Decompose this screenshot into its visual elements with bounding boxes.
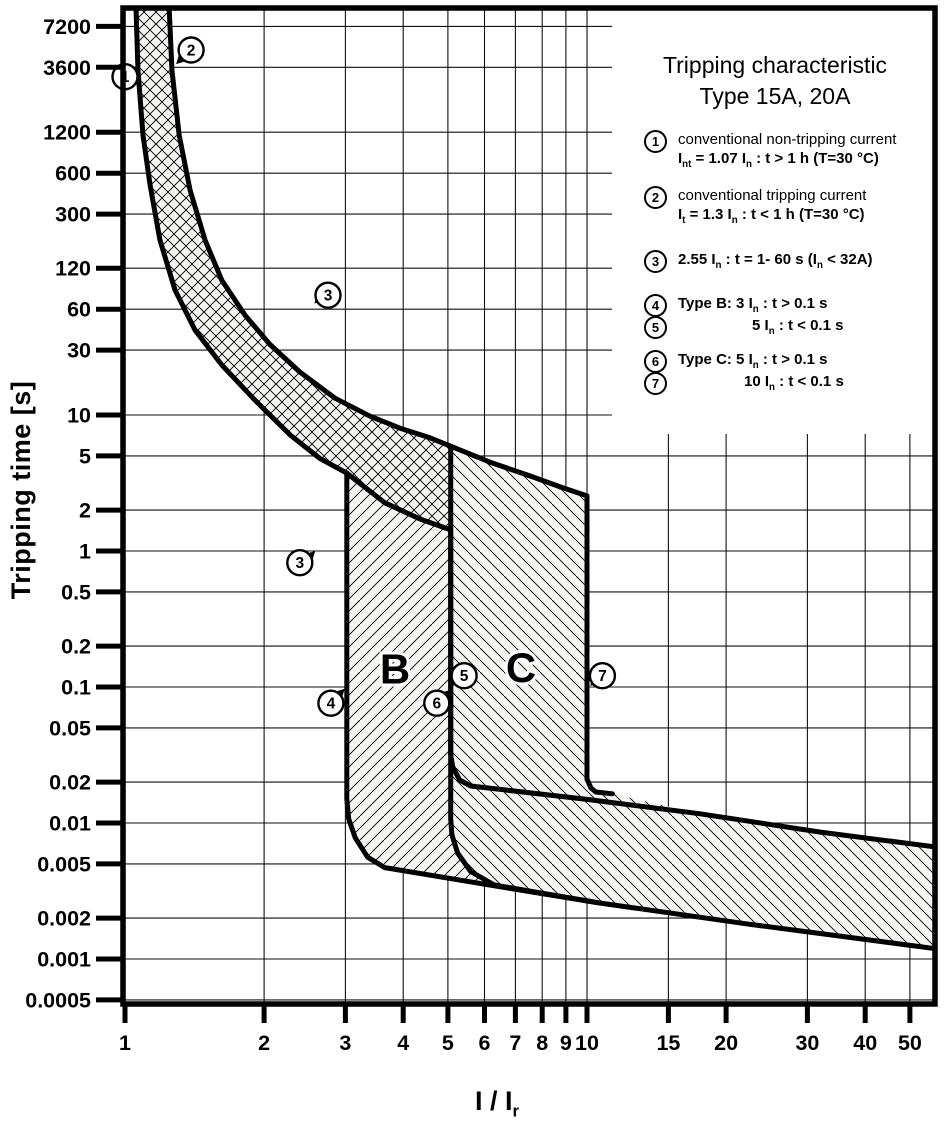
y-tick-label: 5 bbox=[79, 444, 91, 468]
y-tick-label: 0.1 bbox=[61, 676, 91, 700]
legend-item-7: 7 10 In : t < 0.1 s bbox=[644, 372, 844, 397]
y-tick-label: 0.05 bbox=[49, 716, 91, 740]
marker-number: 6 bbox=[432, 696, 441, 713]
y-tick-label: 1 bbox=[79, 540, 91, 564]
y-tick-label: 30 bbox=[67, 339, 91, 363]
x-tick-label: 1 bbox=[119, 1031, 131, 1055]
legend-number-badge: 2 bbox=[644, 186, 667, 209]
y-tick-label: 0.005 bbox=[37, 852, 91, 876]
legend-number-badge: 6 bbox=[644, 350, 667, 373]
x-axis-title: I / Ir bbox=[474, 1086, 520, 1121]
x-tick-label: 40 bbox=[853, 1031, 877, 1055]
axis-tick-labels: 7200360012006003001206030105210.50.20.10… bbox=[25, 15, 922, 1055]
zone-label-C: C bbox=[506, 644, 536, 691]
x-tick-label: 10 bbox=[575, 1031, 599, 1055]
chart-title-line1: Tripping characteristic bbox=[662, 52, 888, 78]
y-tick-label: 0.01 bbox=[49, 812, 91, 836]
marker-circle bbox=[286, 549, 314, 577]
chart-title-line2: Type 15A, 20A bbox=[699, 83, 851, 109]
marker-circle bbox=[314, 281, 342, 309]
y-tick-label: 0.5 bbox=[61, 580, 91, 604]
legend-item-4: 4 Type B: 3 In : t > 0.1 s bbox=[644, 294, 828, 319]
marker-circle bbox=[588, 662, 617, 690]
marker-number: 5 bbox=[460, 668, 469, 685]
marker-circle bbox=[177, 36, 205, 64]
axis-ticks bbox=[96, 23, 913, 1023]
x-tick-label: 9 bbox=[560, 1031, 572, 1055]
y-tick-label: 10 bbox=[67, 404, 91, 428]
legend-item-text: conventional tripping current It = 1.3 In… bbox=[678, 187, 867, 226]
y-tick-label: 120 bbox=[55, 257, 91, 281]
y-tick-label: 0.2 bbox=[61, 635, 91, 659]
y-tick-label: 300 bbox=[55, 203, 91, 227]
x-tick-label: 20 bbox=[714, 1031, 738, 1055]
legend-number-badge: 1 bbox=[644, 130, 667, 153]
y-tick-label: 2 bbox=[79, 499, 91, 523]
legend-item-text: 2.55 In : t = 1- 60 s (In < 32A) bbox=[678, 251, 873, 271]
curve-conventional-non-tripping-limit-1.07In bbox=[133, 8, 454, 533]
curve-type-B-lower-boundary-3In bbox=[344, 470, 935, 952]
marker-circle bbox=[317, 689, 345, 717]
x-tick-label: 2 bbox=[258, 1031, 270, 1055]
region-type-C-band bbox=[450, 446, 935, 949]
curve-type-C-lower-boundary-5In bbox=[448, 443, 603, 906]
curve-conventional-tripping-limit-1.3In-and-10In-drop bbox=[166, 8, 615, 797]
legend-item-text: 5 In : t < 0.1 s bbox=[752, 317, 844, 337]
x-tick-label: 5 bbox=[442, 1031, 454, 1055]
marker-number: 3 bbox=[324, 288, 333, 305]
marker-circle bbox=[450, 662, 478, 690]
marker-circle bbox=[423, 689, 451, 717]
legend-item-1: 1 conventional non-tripping current Int = … bbox=[644, 130, 896, 174]
legend-item-6: 6 Type C: 5 In : t > 0.1 s bbox=[644, 350, 828, 375]
legend-item-3: 3 2.55 In : t = 1- 60 s (In < 32A) bbox=[644, 250, 873, 275]
marker-number: 2 bbox=[187, 42, 196, 59]
legend-number-badge: 3 bbox=[644, 250, 667, 273]
y-tick-label: 600 bbox=[55, 162, 91, 186]
y-tick-label: 0.02 bbox=[49, 771, 91, 795]
x-tick-label: 4 bbox=[397, 1031, 409, 1055]
x-tick-label: 7 bbox=[509, 1031, 521, 1055]
y-tick-label: 1200 bbox=[43, 121, 91, 145]
region-thermal-band bbox=[136, 8, 451, 530]
legend-item-2: 2 conventional tripping current It = 1.3 I… bbox=[644, 186, 866, 230]
legend-item-text: Type C: 5 In : t > 0.1 s bbox=[678, 351, 828, 371]
zone-label-B: B bbox=[380, 646, 410, 693]
y-tick-label: 0.0005 bbox=[25, 988, 91, 1012]
legend-item-5: 5 5 In : t < 0.1 s bbox=[644, 316, 843, 341]
y-tick-label: 60 bbox=[67, 298, 91, 322]
legend-item-text: Type B: 3 In : t > 0.1 s bbox=[678, 295, 828, 315]
chart-title: Tripping characteristic Type 15A, 20A bbox=[610, 50, 940, 112]
marker-number: 7 bbox=[598, 668, 607, 685]
legend-number-badge: 7 bbox=[644, 372, 667, 395]
legend-number-badge: 5 bbox=[644, 316, 667, 339]
x-tick-label: 50 bbox=[898, 1031, 922, 1055]
x-tick-label: 15 bbox=[656, 1031, 680, 1055]
y-tick-label: 0.002 bbox=[37, 907, 91, 931]
y-axis-title: Tripping time [s] bbox=[6, 380, 36, 600]
legend-number-badge: 4 bbox=[644, 294, 667, 317]
marker-number: 4 bbox=[327, 696, 336, 713]
x-tick-label: 6 bbox=[479, 1031, 491, 1055]
y-tick-label: 0.001 bbox=[37, 948, 91, 972]
x-tick-label: 8 bbox=[536, 1031, 548, 1055]
marker-number: 3 bbox=[295, 555, 304, 572]
legend-item-text: 10 In : t < 0.1 s bbox=[744, 373, 844, 393]
y-tick-label: 7200 bbox=[43, 15, 91, 39]
legend-item-text: conventional non-tripping current Int = 1… bbox=[678, 131, 897, 170]
plot-border bbox=[120, 5, 938, 1007]
x-tick-label: 3 bbox=[339, 1031, 351, 1055]
x-tick-label: 30 bbox=[795, 1031, 819, 1055]
y-tick-label: 3600 bbox=[43, 56, 91, 80]
